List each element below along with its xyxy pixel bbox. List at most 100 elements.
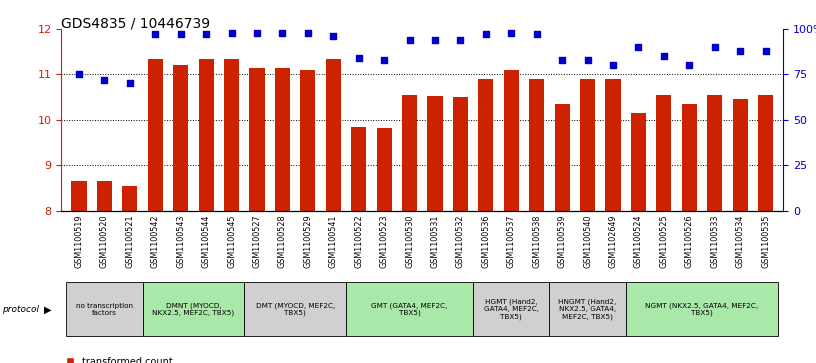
FancyBboxPatch shape <box>66 282 143 337</box>
Point <box>505 30 518 36</box>
Point <box>759 48 772 54</box>
Point <box>174 32 187 37</box>
FancyBboxPatch shape <box>143 282 244 337</box>
Text: GMT (GATA4, MEF2C,
TBX5): GMT (GATA4, MEF2C, TBX5) <box>371 302 448 317</box>
Text: GSM1100527: GSM1100527 <box>252 214 261 268</box>
FancyBboxPatch shape <box>549 282 626 337</box>
Bar <box>97 181 112 211</box>
Bar <box>681 104 697 211</box>
Text: GSM1100520: GSM1100520 <box>100 214 109 268</box>
Point <box>98 77 111 83</box>
Point <box>454 37 467 43</box>
Bar <box>148 58 163 211</box>
Point <box>73 72 86 77</box>
FancyBboxPatch shape <box>626 282 778 337</box>
Text: GSM1100534: GSM1100534 <box>736 214 745 268</box>
Text: GSM1100541: GSM1100541 <box>329 214 338 268</box>
Bar <box>707 95 722 211</box>
Text: GSM1100533: GSM1100533 <box>710 214 719 268</box>
Legend: transformed count, percentile rank within the sample: transformed count, percentile rank withi… <box>66 357 246 363</box>
Bar <box>402 95 417 211</box>
Point <box>556 57 569 63</box>
Bar <box>351 127 366 211</box>
Text: GSM1100543: GSM1100543 <box>176 214 185 268</box>
Bar <box>428 96 442 211</box>
Point <box>683 62 696 68</box>
Text: GSM1100532: GSM1100532 <box>456 214 465 268</box>
Text: DMT (MYOCD, MEF2C,
TBX5): DMT (MYOCD, MEF2C, TBX5) <box>255 302 335 317</box>
Text: GSM1100524: GSM1100524 <box>634 214 643 268</box>
Text: HGMT (Hand2,
GATA4, MEF2C,
TBX5): HGMT (Hand2, GATA4, MEF2C, TBX5) <box>484 299 539 320</box>
Bar <box>250 68 264 211</box>
Point <box>149 32 162 37</box>
FancyBboxPatch shape <box>346 282 473 337</box>
Point <box>276 30 289 36</box>
Text: GSM1100522: GSM1100522 <box>354 214 363 268</box>
Point <box>251 30 264 36</box>
Bar <box>326 58 341 211</box>
Point <box>734 48 747 54</box>
Point <box>200 32 213 37</box>
Text: GSM1100538: GSM1100538 <box>532 214 541 268</box>
Bar <box>605 79 621 211</box>
Point <box>428 37 441 43</box>
Bar <box>529 79 544 211</box>
Text: GSM1100537: GSM1100537 <box>507 214 516 268</box>
Text: GSM1100542: GSM1100542 <box>151 214 160 268</box>
Text: GSM1100540: GSM1100540 <box>583 214 592 268</box>
Bar <box>733 99 747 211</box>
Text: GSM1100545: GSM1100545 <box>227 214 236 268</box>
Text: HNGMT (Hand2,
NKX2.5, GATA4,
MEF2C, TBX5): HNGMT (Hand2, NKX2.5, GATA4, MEF2C, TBX5… <box>558 299 617 320</box>
Bar <box>122 185 137 211</box>
Text: GSM1102649: GSM1102649 <box>609 214 618 268</box>
Text: no transcription
factors: no transcription factors <box>76 303 133 316</box>
Bar <box>453 97 468 211</box>
Text: GSM1100529: GSM1100529 <box>304 214 313 268</box>
Bar <box>300 70 316 211</box>
Point <box>606 62 619 68</box>
Point <box>530 32 543 37</box>
Bar <box>555 104 570 211</box>
Text: GSM1100544: GSM1100544 <box>202 214 211 268</box>
Point <box>301 30 314 36</box>
Point <box>708 44 721 50</box>
Bar <box>656 95 672 211</box>
Text: protocol: protocol <box>2 305 38 314</box>
Point <box>378 57 391 63</box>
Bar <box>224 58 239 211</box>
Point <box>353 55 366 61</box>
Bar <box>758 95 774 211</box>
Text: GSM1100536: GSM1100536 <box>481 214 490 268</box>
Text: GSM1100525: GSM1100525 <box>659 214 668 268</box>
Text: GSM1100531: GSM1100531 <box>431 214 440 268</box>
Point <box>326 33 339 39</box>
Bar <box>631 113 646 211</box>
Text: GDS4835 / 10446739: GDS4835 / 10446739 <box>61 16 211 30</box>
Bar <box>503 70 519 211</box>
Point <box>123 81 136 86</box>
Point <box>479 32 492 37</box>
Point <box>632 44 645 50</box>
FancyBboxPatch shape <box>473 282 549 337</box>
Text: GSM1100519: GSM1100519 <box>74 214 83 268</box>
Text: GSM1100523: GSM1100523 <box>379 214 388 268</box>
Text: GSM1100528: GSM1100528 <box>278 214 287 268</box>
Point <box>658 53 671 59</box>
Text: NGMT (NKX2.5, GATA4, MEF2C,
TBX5): NGMT (NKX2.5, GATA4, MEF2C, TBX5) <box>645 302 759 317</box>
Bar <box>71 181 86 211</box>
Point <box>225 30 238 36</box>
Text: GSM1100539: GSM1100539 <box>557 214 566 268</box>
Bar <box>173 65 188 211</box>
Point <box>403 37 416 43</box>
Text: ▶: ▶ <box>43 305 51 314</box>
FancyBboxPatch shape <box>244 282 346 337</box>
Bar <box>580 79 595 211</box>
Bar <box>275 68 290 211</box>
Text: GSM1100526: GSM1100526 <box>685 214 694 268</box>
Bar <box>376 128 392 211</box>
Text: GSM1100530: GSM1100530 <box>405 214 414 268</box>
Bar <box>198 58 214 211</box>
Text: GSM1100535: GSM1100535 <box>761 214 770 268</box>
Text: GSM1100521: GSM1100521 <box>126 214 135 268</box>
Point <box>581 57 594 63</box>
